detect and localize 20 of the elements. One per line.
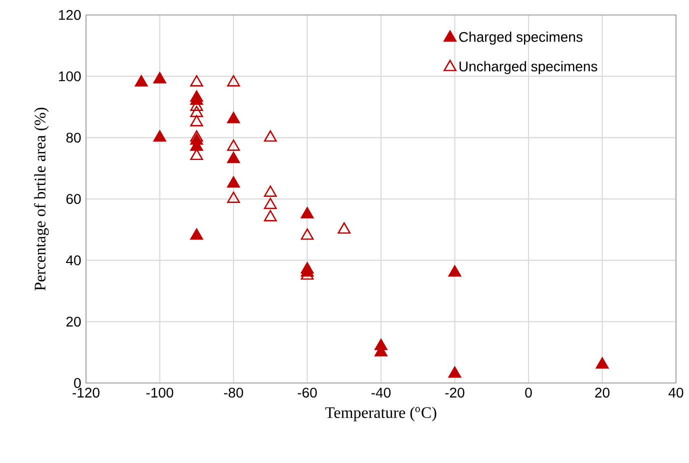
y-tick-label: 0 bbox=[74, 378, 81, 388]
legend-label: Charged specimens bbox=[459, 32, 582, 45]
y-tick-label: 120 bbox=[59, 10, 81, 20]
y-tick-label: 40 bbox=[66, 255, 81, 266]
x-tick-label: 40 bbox=[668, 388, 684, 398]
x-tick-label: 20 bbox=[595, 388, 610, 398]
legend-label: Uncharged specimens bbox=[460, 61, 598, 74]
y-tick-label: 60 bbox=[66, 194, 81, 204]
x-tick-label: 0 bbox=[525, 388, 532, 398]
y-axis-title: Percentage of brtile area (%) bbox=[34, 108, 49, 290]
x-tick-label: -60 bbox=[298, 388, 317, 398]
y-tick-label: 80 bbox=[66, 132, 81, 143]
x-axis-title: Temperature ($^{o}$C) bbox=[325, 406, 436, 422]
x-tick-label: -40 bbox=[372, 388, 391, 398]
y-tick-label: 20 bbox=[66, 316, 81, 327]
x-tick-label: -80 bbox=[224, 388, 244, 398]
x-tick-label: -20 bbox=[445, 388, 464, 398]
x-tick-label: -120 bbox=[72, 388, 100, 398]
x-tick-label: -100 bbox=[146, 388, 174, 398]
y-tick-label: 100 bbox=[59, 71, 81, 82]
